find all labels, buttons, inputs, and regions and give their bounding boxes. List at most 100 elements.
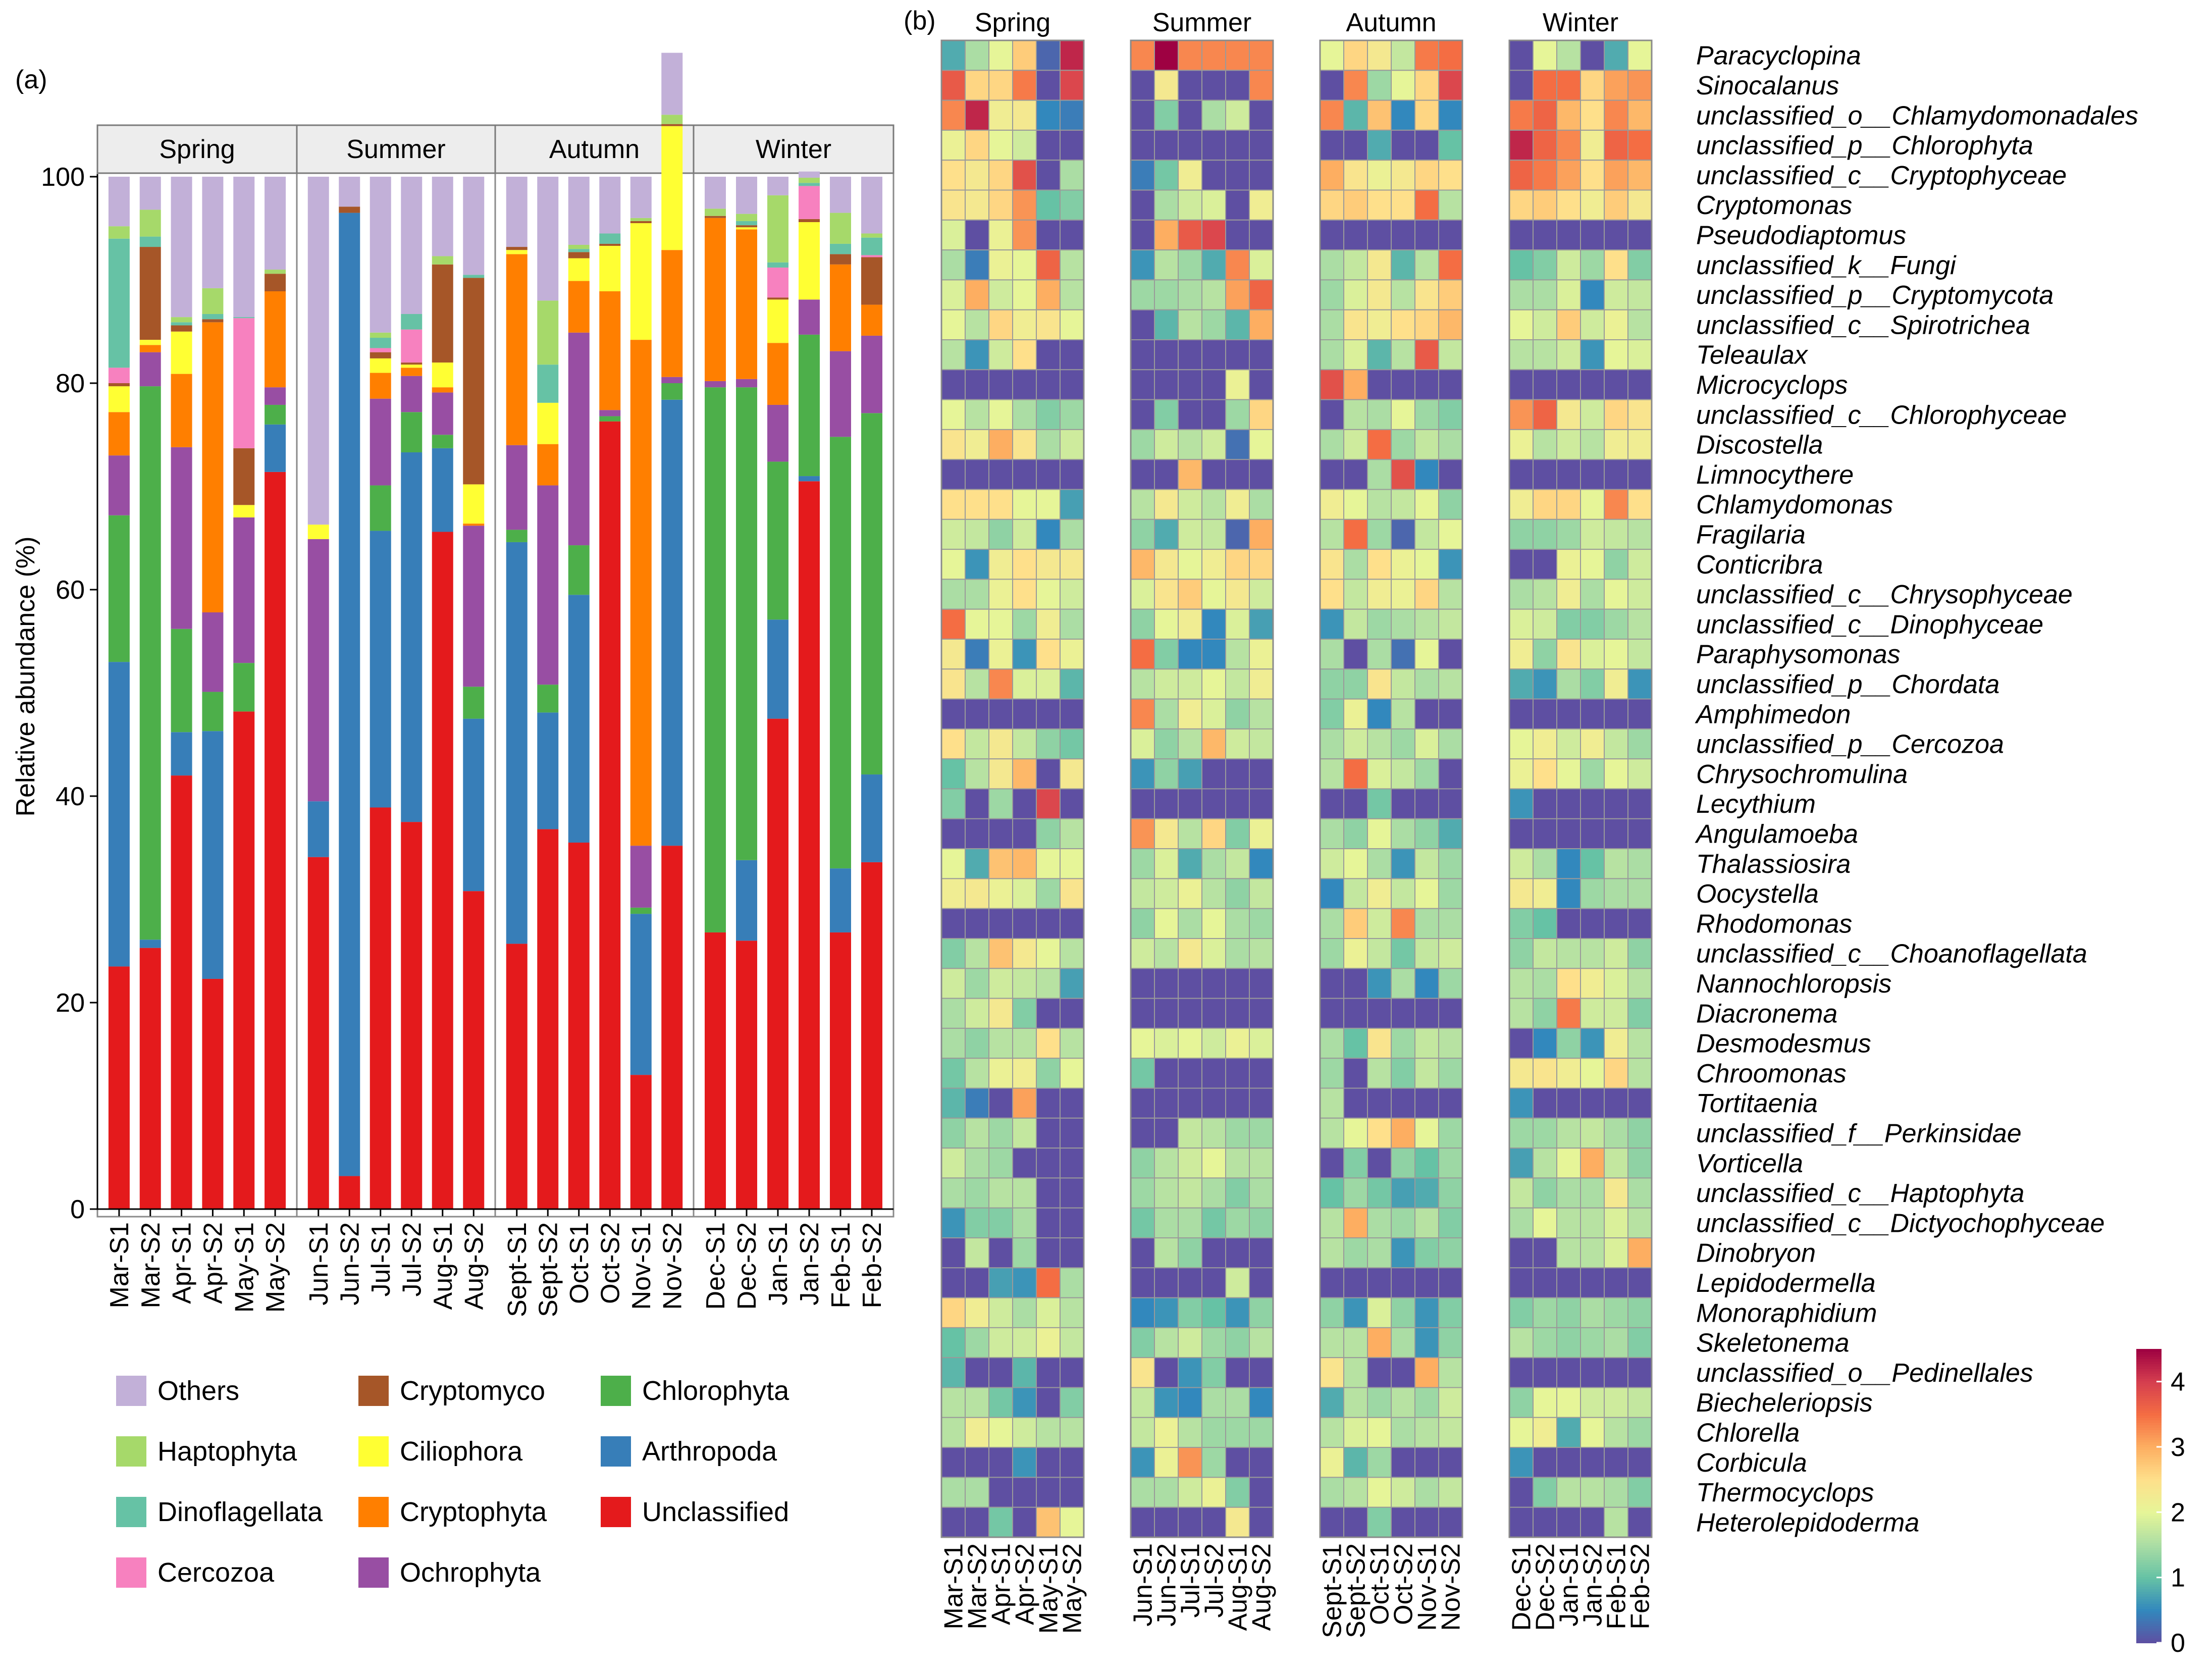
heatmap-cell	[1249, 518, 1274, 550]
bar-segment-others	[568, 177, 590, 245]
heatmap-cell	[1130, 249, 1155, 281]
heatmap-cell	[1012, 1357, 1037, 1388]
heatmap-cell	[965, 668, 989, 700]
heatmap-row-label: Vorticella	[1696, 1149, 1803, 1178]
colorbar-step	[2136, 1491, 2162, 1494]
heatmap-cell	[1060, 489, 1084, 520]
heatmap-cell	[1604, 998, 1628, 1029]
heatmap-cell	[1060, 518, 1084, 550]
heatmap-cell	[1249, 219, 1274, 251]
heatmap-cell	[1012, 339, 1037, 371]
heatmap-cell	[1414, 1207, 1439, 1238]
heatmap-column-label: Jun-S1	[1129, 1543, 1158, 1627]
colorbar-step	[2136, 1542, 2162, 1545]
heatmap-cell	[1580, 668, 1605, 700]
bar-segment-cryptophyta	[139, 345, 161, 352]
colorbar-step	[2136, 1630, 2162, 1634]
heatmap-cell	[1320, 1117, 1344, 1149]
bar-segment-arthropoda	[661, 399, 683, 846]
heatmap-cell	[1533, 728, 1557, 760]
heatmap-cell	[1012, 99, 1037, 131]
bar-segment-unclassified	[861, 862, 882, 1209]
heatmap-cell	[1201, 579, 1226, 610]
heatmap-cell	[941, 1177, 966, 1209]
heatmap-cell	[1249, 1447, 1274, 1478]
heatmap-cell	[988, 459, 1013, 490]
heatmap-cell	[1367, 728, 1392, 760]
heatmap-row-label: Thalassiosira	[1696, 850, 1851, 879]
heatmap-cell	[1249, 459, 1274, 490]
heatmap-cell	[1154, 1207, 1179, 1238]
heatmap-group-frame	[940, 39, 1085, 1538]
heatmap-cell	[1367, 459, 1392, 490]
heatmap-cell	[965, 579, 989, 610]
bar-segment-cryptomyco	[370, 352, 391, 358]
heatmap-cell	[1130, 848, 1155, 879]
heatmap-cell	[1438, 1357, 1463, 1388]
legend-swatch-haptophyta	[116, 1436, 146, 1467]
heatmap-row-label: Chroomonas	[1696, 1059, 1847, 1088]
heatmap-cell	[1201, 429, 1226, 460]
heatmap-cell	[1533, 1506, 1557, 1538]
heatmap-cell	[1225, 1357, 1250, 1388]
heatmap-row-label: Biecheleriopsis	[1696, 1388, 1873, 1418]
heatmap-cell	[1367, 1148, 1392, 1179]
x-tick-label: Jan-S1	[764, 1222, 793, 1306]
heatmap-cell	[1249, 1027, 1274, 1059]
heatmap-cell	[941, 518, 966, 550]
bar-segment-ochrophyta	[568, 332, 590, 546]
heatmap-cell	[1249, 249, 1274, 281]
heatmap-cell	[1343, 1477, 1368, 1508]
legend-swatch-chlorophyta	[601, 1376, 631, 1406]
heatmap-cell	[1414, 579, 1439, 610]
heatmap-cell	[941, 1058, 966, 1089]
heatmap-cell	[1225, 518, 1250, 550]
bar-segment-ciliophora	[568, 258, 590, 281]
legend-label-cercozoa: Cercozoa	[157, 1557, 275, 1588]
heatmap-cell	[965, 728, 989, 760]
heatmap-cell	[1201, 219, 1226, 251]
bar-segment-arthropoda	[861, 774, 882, 862]
bar-segment-cryptomyco	[830, 254, 851, 265]
heatmap-cell	[1556, 309, 1581, 341]
bar-segment-cercozoa	[861, 255, 882, 257]
heatmap-season-label: Summer	[1152, 8, 1251, 37]
heatmap-cell	[1627, 1058, 1652, 1089]
heatmap-cell	[1178, 339, 1202, 371]
heatmap-cell	[1414, 99, 1439, 131]
heatmap-cell	[1178, 189, 1202, 221]
heatmap-cell	[941, 758, 966, 790]
bar-segment-dinoflagellata	[830, 243, 851, 254]
heatmap-cell	[1249, 1177, 1274, 1209]
heatmap-cell	[1414, 1027, 1439, 1059]
heatmap-cell	[1438, 249, 1463, 281]
legend-swatch-cercozoa	[116, 1557, 146, 1588]
heatmap-cell	[1367, 908, 1392, 939]
x-tick-label: Jun-S1	[304, 1222, 334, 1306]
heatmap-cell	[1391, 848, 1415, 879]
heatmap-cell	[988, 908, 1013, 939]
heatmap-cell	[1060, 878, 1084, 909]
heatmap-cell	[1580, 309, 1605, 341]
heatmap-cell	[1154, 848, 1179, 879]
heatmap-cell	[1154, 1387, 1179, 1418]
legend-label-others: Others	[157, 1376, 239, 1406]
heatmap-cell	[1320, 1058, 1344, 1089]
heatmap-cell	[1036, 70, 1061, 101]
heatmap-cell	[1627, 309, 1652, 341]
heatmap-cell	[988, 818, 1013, 850]
heatmap-cell	[1556, 608, 1581, 640]
heatmap-cell	[988, 518, 1013, 550]
heatmap-cell	[1201, 1477, 1226, 1508]
heatmap-cell	[1604, 1267, 1628, 1298]
heatmap-cell	[1533, 1477, 1557, 1508]
colorbar-step	[2136, 1564, 2162, 1568]
legend-swatch-ciliophora	[358, 1436, 389, 1467]
heatmap-cell	[1320, 968, 1344, 999]
heatmap-cell	[1060, 309, 1084, 341]
heatmap-cell	[1533, 968, 1557, 999]
heatmap-cell	[1509, 908, 1534, 939]
heatmap-cell	[1201, 1357, 1226, 1388]
x-tick-label: Feb-S1	[826, 1222, 856, 1309]
heatmap-cell	[1556, 968, 1581, 999]
